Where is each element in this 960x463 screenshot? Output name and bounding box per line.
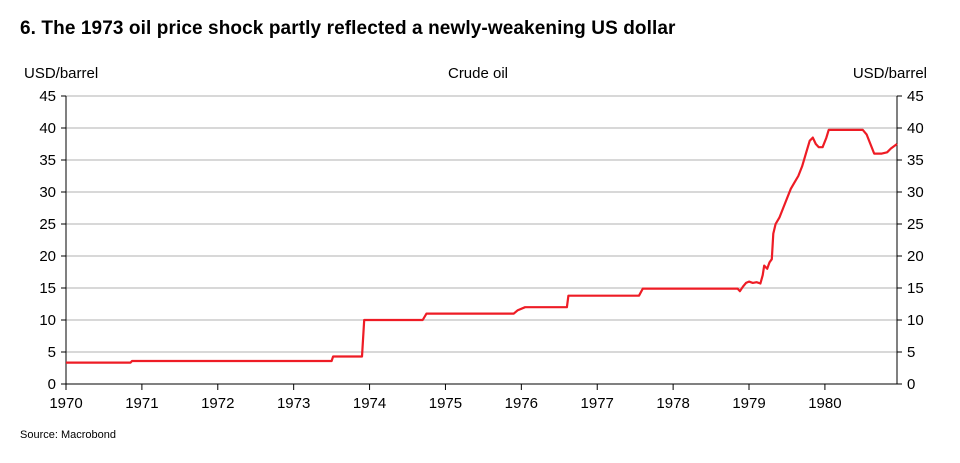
- x-tick-label: 1978: [656, 395, 689, 412]
- page-title: 6. The 1973 oil price shock partly refle…: [20, 18, 676, 39]
- y-tick-label-right: 35: [907, 152, 924, 169]
- y-tick-label-left: 15: [39, 280, 56, 297]
- y-axis-right-label: USD/barrel: [853, 65, 927, 82]
- y-tick-label-left: 25: [39, 216, 56, 233]
- y-tick-label-right: 40: [907, 120, 924, 137]
- y-tick-label-right: 0: [907, 376, 915, 393]
- y-tick-label-right: 15: [907, 280, 924, 297]
- x-tick-label: 1972: [201, 395, 234, 412]
- y-axis-right-ticks: 0 5 10 15 20 25 30 35 40 45: [896, 88, 924, 393]
- chart-title: Crude oil: [448, 65, 508, 82]
- x-tick-label: 1979: [732, 395, 765, 412]
- x-tick-label: 1970: [49, 395, 82, 412]
- y-tick-label-right: 45: [907, 88, 924, 105]
- x-tick-label: 1976: [505, 395, 538, 412]
- y-tick-label-right: 20: [907, 248, 924, 265]
- y-tick-label-right: 5: [907, 344, 915, 361]
- y-tick-label-right: 30: [907, 184, 924, 201]
- y-tick-label-left: 40: [39, 120, 56, 137]
- y-tick-label-left: 35: [39, 152, 56, 169]
- y-tick-label-left: 5: [48, 344, 56, 361]
- x-tick-label: 1971: [125, 395, 158, 412]
- y-tick-label-left: 45: [39, 88, 56, 105]
- crude-oil-series-line: [66, 128, 898, 364]
- y-tick-label-right: 25: [907, 216, 924, 233]
- y-axis-left-label: USD/barrel: [24, 65, 98, 82]
- x-tick-label: 1975: [429, 395, 462, 412]
- x-tick-label: 1980: [808, 395, 841, 412]
- x-tick-label: 1974: [353, 395, 386, 412]
- x-tick-label: 1977: [581, 395, 614, 412]
- y-tick-label-left: 20: [39, 248, 56, 265]
- y-tick-label-left: 30: [39, 184, 56, 201]
- y-tick-label-right: 10: [907, 312, 924, 329]
- y-axis-left-ticks: 0 5 10 15 20 25 30 35 40 45: [39, 88, 67, 393]
- y-tick-label-left: 10: [39, 312, 56, 329]
- x-tick-label: 1973: [277, 395, 310, 412]
- source-note: Source: Macrobond: [20, 429, 116, 441]
- x-axis-ticks: 1970 1971 1972 1973 1974 1975 1976 1977 1978 1979…: [49, 384, 842, 412]
- y-tick-label-left: 0: [48, 376, 56, 393]
- gridlines: [66, 95, 897, 353]
